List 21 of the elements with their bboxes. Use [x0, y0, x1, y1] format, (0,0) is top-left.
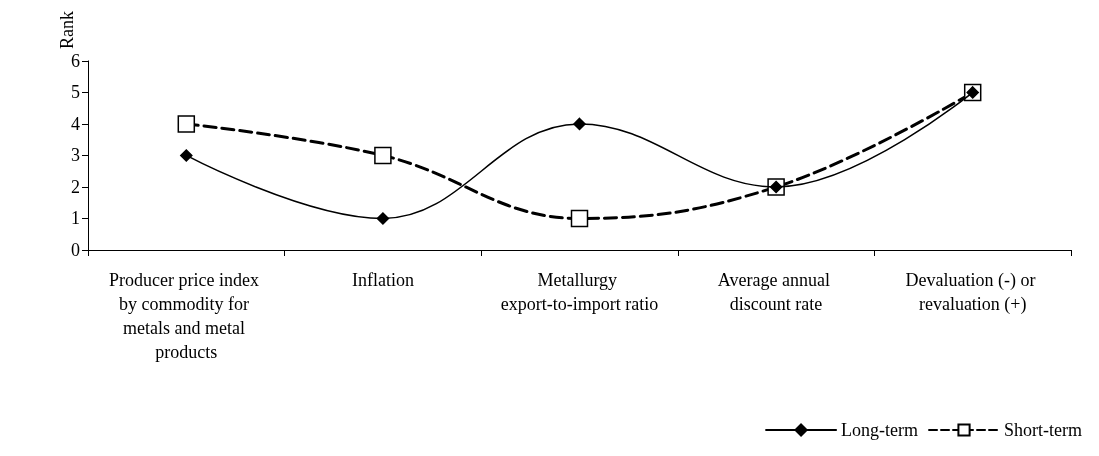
x-tick-label: Inflation	[351, 270, 414, 290]
point	[177, 115, 196, 133]
x-tick-label: Average annual discount rate	[717, 270, 835, 314]
x-tick-label: Metallurgy export-to-import ratio	[500, 270, 659, 314]
x-tick-label: Producer price index by commodity for metals and metal products	[109, 270, 264, 362]
y-tick-label: 6	[71, 50, 80, 71]
y-axis-title: Rank	[57, 11, 77, 49]
point	[570, 209, 589, 228]
y-tick-label: 1	[71, 208, 80, 229]
x-tick-label: Devaluation (-) or revaluation (+)	[905, 270, 1040, 315]
y-tick-label: 3	[71, 145, 80, 166]
point	[180, 149, 193, 162]
y-tick-label: 5	[71, 82, 80, 103]
point	[573, 117, 586, 131]
point	[374, 146, 392, 165]
y-tick-label: 4	[71, 113, 80, 134]
legend-label: Short-term	[1004, 420, 1083, 440]
y-tick-label: 0	[71, 240, 80, 260]
point	[376, 212, 390, 225]
y-tick-label: 2	[71, 176, 80, 197]
legend-label: Long-term	[841, 420, 919, 440]
